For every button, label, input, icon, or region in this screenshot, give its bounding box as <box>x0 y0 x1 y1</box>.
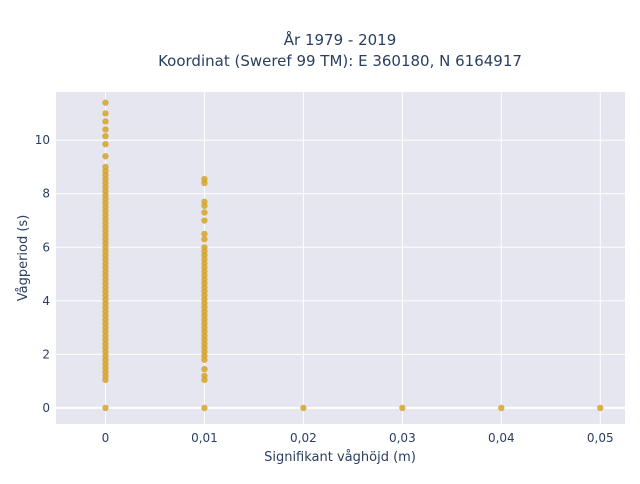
x-axis-ticks: 0 0,01 0,02 0,03 0,04 0,05 <box>102 431 614 445</box>
data-point <box>102 141 109 148</box>
x-tick-label-3: 0,03 <box>389 431 416 445</box>
y-tick-label-5: 10 <box>35 133 50 147</box>
data-point <box>102 126 109 133</box>
chart-title-line-1: År 1979 - 2019 <box>284 30 397 49</box>
data-point <box>102 132 109 140</box>
grid-layer <box>56 92 625 424</box>
data-points <box>102 99 604 412</box>
data-point <box>201 236 208 243</box>
y-tick-label-3: 6 <box>42 240 50 254</box>
chart-title-line-2: Koordinat (Sweref 99 TM): E 360180, N 61… <box>158 52 522 70</box>
x-tick-label-5: 0,05 <box>587 431 614 445</box>
data-point <box>201 175 208 183</box>
data-point <box>201 209 208 216</box>
data-point <box>201 217 208 224</box>
data-point <box>102 118 109 125</box>
data-point <box>201 404 208 412</box>
data-point <box>102 153 109 160</box>
data-point <box>597 404 604 412</box>
data-point <box>102 110 109 117</box>
data-point <box>498 404 505 412</box>
y-axis-ticks: 0 2 4 6 8 10 <box>35 133 50 415</box>
x-tick-label-1: 0,01 <box>191 431 218 445</box>
data-point <box>201 198 208 205</box>
data-point <box>300 404 307 412</box>
data-point <box>201 230 208 238</box>
data-point <box>102 163 109 171</box>
x-tick-label-0: 0 <box>102 431 110 445</box>
x-tick-label-2: 0,02 <box>290 431 317 445</box>
data-point <box>201 372 208 380</box>
data-point <box>399 404 406 412</box>
y-axis-title: Vågperiod (s) <box>16 215 31 302</box>
plot-area <box>56 92 625 424</box>
data-point <box>102 404 109 412</box>
y-tick-label-0: 0 <box>42 401 50 415</box>
x-tick-label-4: 0,04 <box>488 431 515 445</box>
data-point <box>201 365 208 373</box>
y-tick-label-4: 8 <box>42 187 50 201</box>
y-tick-label-1: 2 <box>42 347 50 361</box>
y-tick-label-2: 4 <box>42 294 50 308</box>
x-axis-title: Signifikant våghöjd (m) <box>264 450 416 465</box>
data-point <box>201 244 208 251</box>
data-point <box>102 99 109 106</box>
